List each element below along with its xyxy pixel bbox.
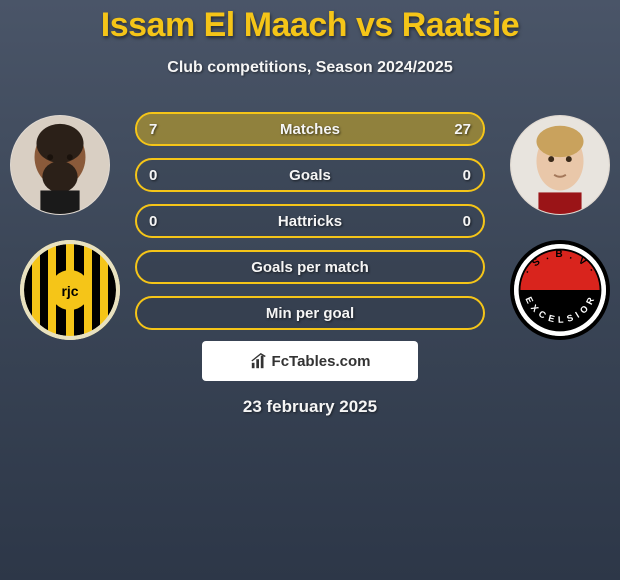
chart-icon [250, 352, 268, 370]
stat-value-left: 7 [149, 121, 157, 138]
attribution-text: FcTables.com [272, 353, 371, 370]
stat-label: Min per goal [266, 305, 354, 322]
stat-value-right: 27 [454, 121, 471, 138]
stat-value-left: 0 [149, 167, 157, 184]
bar-fill-right [206, 114, 483, 144]
page-title: Issam El Maach vs Raatsie [0, 6, 620, 45]
stat-value-left: 0 [149, 213, 157, 230]
stat-value-right: 0 [463, 167, 471, 184]
stat-value-right: 0 [463, 213, 471, 230]
stat-bar: Min per goal [135, 296, 485, 330]
date-label: 23 february 2025 [0, 397, 620, 417]
subtitle: Club competitions, Season 2024/2025 [0, 59, 620, 77]
stat-label: Matches [280, 121, 340, 138]
svg-text:rjc: rjc [61, 283, 78, 299]
comparison-card: Issam El Maach vs Raatsie Club competiti… [0, 0, 620, 580]
bar-fill-left [137, 114, 206, 144]
player-right-avatar [510, 115, 610, 215]
club-left-logo: rjc [20, 240, 120, 340]
stat-bar: 7 27 Matches [135, 112, 485, 146]
club-right-logo: · S . B . V · E X C E L S I O R [510, 240, 610, 340]
stat-bar: 0 0 Goals [135, 158, 485, 192]
attribution-badge[interactable]: FcTables.com [202, 341, 418, 381]
stat-label: Goals [289, 167, 331, 184]
stat-bar: 0 0 Hattricks [135, 204, 485, 238]
stat-bars: 7 27 Matches 0 0 Goals 0 0 Hattricks Goals per ma… [135, 112, 485, 342]
stats-area: rjc · S . B . V · E X C E L S I O R [0, 105, 620, 335]
player-left-avatar [10, 115, 110, 215]
stat-bar: Goals per match [135, 250, 485, 284]
stat-label: Goals per match [251, 259, 369, 276]
stat-label: Hattricks [278, 213, 342, 230]
